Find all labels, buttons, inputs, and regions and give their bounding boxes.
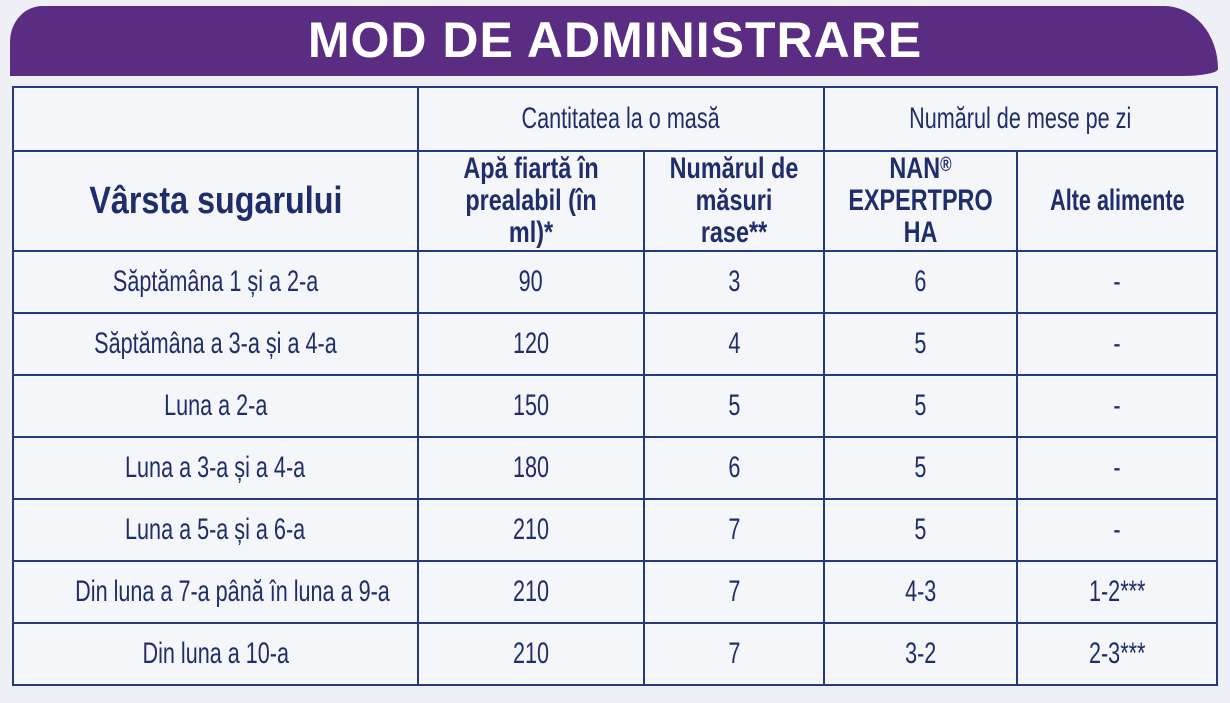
water-cell: 150 bbox=[417, 374, 645, 438]
scoops-cell: 7 bbox=[643, 622, 825, 686]
title-banner bbox=[10, 6, 1218, 76]
nan-cell: 5 bbox=[823, 374, 1018, 438]
water-cell: 180 bbox=[417, 436, 645, 500]
header-column-row: Vârsta sugarului Apă fiartă în prealabil … bbox=[12, 150, 1218, 252]
nan-cell: 5 bbox=[823, 498, 1018, 562]
other-cell: - bbox=[1016, 498, 1218, 562]
scoops-cell: 7 bbox=[643, 560, 825, 624]
water-cell: 90 bbox=[417, 250, 645, 314]
nan-column-header: NAN® EXPERTPRO HA bbox=[823, 150, 1018, 252]
dosage-table: Cantitatea la o masă Numărul de mese pe … bbox=[12, 86, 1218, 686]
other-cell: - bbox=[1016, 312, 1218, 376]
water-cell: 210 bbox=[417, 498, 645, 562]
nan-cell: 5 bbox=[823, 312, 1018, 376]
nan-cell: 3-2 bbox=[823, 622, 1018, 686]
page-title: MOD DE ADMINISTRARE bbox=[307, 12, 923, 68]
water-cell: 210 bbox=[417, 622, 645, 686]
other-cell: - bbox=[1016, 250, 1218, 314]
other-cell: - bbox=[1016, 374, 1218, 438]
table-row: Din luna a 10-a 210 7 3-2 2-3*** bbox=[12, 622, 1218, 686]
table-row: Luna a 2-a 150 5 5 - bbox=[12, 374, 1218, 438]
table-row: Din luna a 7-a până în luna a 9-a 210 7 … bbox=[12, 560, 1218, 624]
header-group-row: Cantitatea la o masă Numărul de mese pe … bbox=[12, 86, 1218, 152]
quantity-group-header: Cantitatea la o masă bbox=[417, 86, 825, 152]
table-row: Luna a 5-a și a 6-a 210 7 5 - bbox=[12, 498, 1218, 562]
age-column-header: Vârsta sugarului bbox=[12, 150, 419, 252]
scoops-cell: 4 bbox=[643, 312, 825, 376]
other-column-header: Alte alimente bbox=[1016, 150, 1218, 252]
table-row: Săptămâna a 3-a și a 4-a 120 4 5 - bbox=[12, 312, 1218, 376]
age-cell: Din luna a 7-a până în luna a 9-a bbox=[12, 560, 419, 624]
other-cell: 2-3*** bbox=[1016, 622, 1218, 686]
water-cell: 210 bbox=[417, 560, 645, 624]
scoops-cell: 6 bbox=[643, 436, 825, 500]
scoops-cell: 7 bbox=[643, 498, 825, 562]
scoops-cell: 3 bbox=[643, 250, 825, 314]
registered-mark: ® bbox=[940, 153, 952, 176]
table-row: Luna a 3-a și a 4-a 180 6 5 - bbox=[12, 436, 1218, 500]
empty-header-cell bbox=[12, 86, 419, 152]
water-cell: 120 bbox=[417, 312, 645, 376]
water-column-header: Apă fiartă în prealabil (în ml)* bbox=[417, 150, 645, 252]
age-cell: Luna a 3-a și a 4-a bbox=[12, 436, 419, 500]
nan-cell: 5 bbox=[823, 436, 1018, 500]
age-cell: Luna a 5-a și a 6-a bbox=[12, 498, 419, 562]
scoops-cell: 5 bbox=[643, 374, 825, 438]
age-cell: Luna a 2-a bbox=[12, 374, 419, 438]
other-cell: 1-2*** bbox=[1016, 560, 1218, 624]
age-cell: Săptămâna a 3-a și a 4-a bbox=[12, 312, 419, 376]
age-cell: Săptămâna 1 și a 2-a bbox=[12, 250, 419, 314]
meals-group-header: Numărul de mese pe zi bbox=[823, 86, 1218, 152]
table-row: Săptămâna 1 și a 2-a 90 3 6 - bbox=[12, 250, 1218, 314]
nan-cell: 6 bbox=[823, 250, 1018, 314]
scoops-column-header: Numărul de măsuri rase** bbox=[643, 150, 825, 252]
nan-cell: 4-3 bbox=[823, 560, 1018, 624]
age-cell: Din luna a 10-a bbox=[12, 622, 419, 686]
other-cell: - bbox=[1016, 436, 1218, 500]
